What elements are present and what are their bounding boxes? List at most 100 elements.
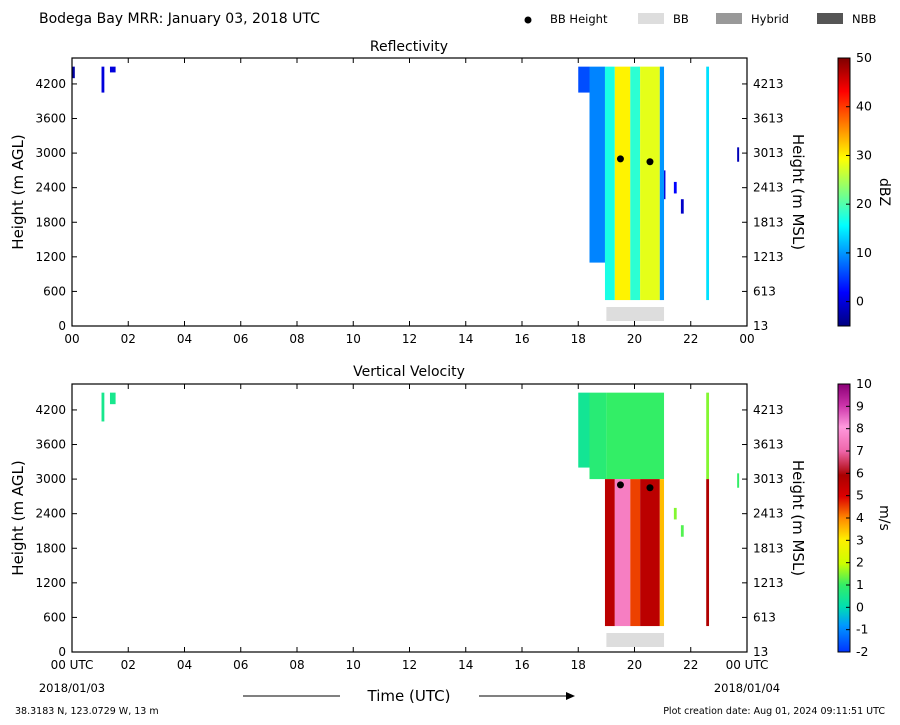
- reflectivity-y-tick-right-label: 613: [753, 284, 776, 298]
- velocity-echo-cell: [640, 479, 660, 627]
- velocity-bb-height-point: [616, 481, 624, 489]
- reflectivity-y-tick-right-label: 4213: [753, 77, 784, 91]
- velocity-y-tick-label: 2400: [35, 507, 66, 521]
- velocity-y-ticks: 0 600 1200 1800 2400 3000 3600 4200: [35, 403, 77, 659]
- reflectivity-y-ticks-right: 13 613 1213 1813 2413 3013 3613 4213: [742, 77, 784, 333]
- velocity-y-tick-right-label: 3613: [753, 438, 784, 452]
- velocity-colorbar-ticks: -2 -1 0 1 2 3 4 5 6 7 8 9 10: [846, 376, 872, 659]
- velocity-colorbar-tick-label: 10: [856, 376, 872, 391]
- reflectivity-echoes: [72, 66, 740, 301]
- reflectivity-y-tick-label: 2400: [35, 181, 66, 195]
- velocity-echo-cell: [604, 479, 615, 627]
- reflectivity-colorbar-label: dBZ: [876, 178, 892, 206]
- velocity-colorbar-tick-label: -1: [856, 622, 868, 637]
- reflectivity-y-tick-right-label: 2413: [753, 181, 784, 195]
- velocity-echo-cell: [109, 392, 116, 405]
- velocity-x-tick-label: 10: [346, 658, 361, 672]
- velocity-echo-cell: [706, 479, 710, 627]
- velocity-echo-cell: [659, 479, 665, 627]
- legend-nbb-label: NBB: [852, 12, 876, 26]
- velocity-y-tick-right-label: 1813: [753, 541, 784, 555]
- velocity-bb-points: [616, 481, 654, 492]
- vertical-velocity-panel: Vertical Velocity 00 UTC 02 04 06 08 10 12 14 16…: [9, 364, 892, 672]
- reflectivity-colorbar-tick-label: 10: [856, 245, 872, 260]
- reflectivity-echo-cell: [604, 66, 615, 301]
- reflectivity-y-tick-label: 3600: [35, 112, 66, 126]
- reflectivity-echo-cell: [72, 66, 75, 79]
- velocity-colorbar-tick-label: 3: [856, 532, 864, 547]
- velocity-y-tick-label: 4200: [35, 403, 66, 417]
- velocity-y-ticks-right: 13 613 1213 1813 2413 3013 3613 4213: [742, 403, 784, 659]
- legend-hybrid-label: Hybrid: [751, 12, 789, 26]
- start-date-label: 2018/01/03: [39, 681, 105, 695]
- velocity-colorbar-tick-label: 6: [856, 465, 864, 480]
- reflectivity-y-tick-right-label: 1213: [753, 250, 784, 264]
- velocity-x-ticks: 00 UTC 02 04 06 08 10 12 14 16 18 20 22 00 UTC: [51, 384, 769, 672]
- reflectivity-y-tick-label: 600: [43, 284, 66, 298]
- velocity-x-tick-label: 18: [571, 658, 586, 672]
- end-date-label: 2018/01/04: [714, 681, 780, 695]
- velocity-colorbar-tick-label: 2: [856, 555, 864, 570]
- velocity-colorbar-tick-label: 5: [856, 488, 864, 503]
- velocity-colorbar-label: m/s: [876, 505, 892, 531]
- velocity-y-tick-label: 0: [58, 645, 66, 659]
- reflectivity-x-tick-label: 10: [346, 332, 361, 346]
- velocity-x-tick-label: 00 UTC: [51, 658, 94, 672]
- reflectivity-y-tick-right-label: 13: [753, 319, 768, 333]
- velocity-title: Vertical Velocity: [353, 364, 465, 380]
- velocity-echo-cell: [589, 392, 607, 480]
- reflectivity-x-tick-label: 18: [571, 332, 586, 346]
- velocity-x-tick-label: 04: [177, 658, 192, 672]
- velocity-x-tick-label: 02: [121, 658, 136, 672]
- velocity-y-tick-right-label: 4213: [753, 403, 784, 417]
- velocity-x-tick-label: 00 UTC: [726, 658, 769, 672]
- reflectivity-y-tick-right-label: 3613: [753, 112, 784, 126]
- figure-legend: BB Height BB Hybrid NBB: [524, 12, 876, 26]
- reflectivity-y-tick-label: 0: [58, 319, 66, 333]
- velocity-y-tick-right-label: 2413: [753, 507, 784, 521]
- reflectivity-y-tick-right-label: 1813: [753, 215, 784, 229]
- legend-bb-label: BB: [673, 12, 689, 26]
- velocity-colorbar-tick-label: 9: [856, 398, 864, 413]
- velocity-y-tick-label: 3000: [35, 472, 66, 486]
- reflectivity-echo-cell: [659, 66, 665, 301]
- reflectivity-panel: Reflectivity 00 02 04 06 08 10 12 14 16 18 20 22 00 …: [9, 39, 892, 346]
- reflectivity-echo-cell: [614, 66, 631, 301]
- legend-bb-swatch: [638, 13, 664, 24]
- velocity-ylabel-right: Height (m MSL): [789, 460, 807, 576]
- velocity-ylabel: Height (m AGL): [9, 460, 27, 575]
- reflectivity-bb-height-point: [616, 155, 624, 163]
- velocity-echo-cell: [606, 392, 665, 480]
- reflectivity-x-tick-label: 22: [683, 332, 698, 346]
- velocity-x-tick-label: 06: [233, 658, 248, 672]
- reflectivity-echo-cell: [680, 199, 684, 214]
- velocity-colorbar-tick-label: 7: [856, 443, 864, 458]
- velocity-x-tick-label: 16: [514, 658, 529, 672]
- velocity-colorbar-tick-label: -2: [856, 644, 868, 659]
- reflectivity-y-tick-label: 1800: [35, 215, 66, 229]
- reflectivity-x-tick-label: 16: [514, 332, 529, 346]
- time-arrow-head: [566, 692, 575, 700]
- legend-bb-height-marker: [524, 16, 532, 24]
- velocity-y-tick-right-label: 3013: [753, 472, 784, 486]
- velocity-bb-height-point: [646, 484, 654, 492]
- velocity-y-tick-right-label: 13: [753, 645, 768, 659]
- reflectivity-x-tick-label: 04: [177, 332, 192, 346]
- x-axis-label: Time (UTC): [367, 687, 451, 705]
- reflectivity-bb-bar: [606, 307, 665, 321]
- reflectivity-echo-cell: [673, 181, 677, 194]
- reflectivity-colorbar-tick-label: 50: [856, 50, 872, 65]
- reflectivity-echo-cell: [101, 66, 105, 93]
- figure-title: Bodega Bay MRR: January 03, 2018 UTC: [39, 11, 320, 27]
- velocity-echo-cell: [630, 479, 641, 627]
- reflectivity-title: Reflectivity: [370, 39, 448, 55]
- reflectivity-echo-cell: [664, 170, 666, 200]
- velocity-y-tick-label: 1800: [35, 541, 66, 555]
- velocity-x-tick-label: 20: [627, 658, 642, 672]
- reflectivity-echo-cell: [578, 66, 590, 93]
- reflectivity-colorbar-tick-label: 20: [856, 196, 872, 211]
- velocity-y-tick-right-label: 1213: [753, 576, 784, 590]
- legend-hybrid-swatch: [716, 13, 742, 24]
- reflectivity-x-tick-label: 20: [627, 332, 642, 346]
